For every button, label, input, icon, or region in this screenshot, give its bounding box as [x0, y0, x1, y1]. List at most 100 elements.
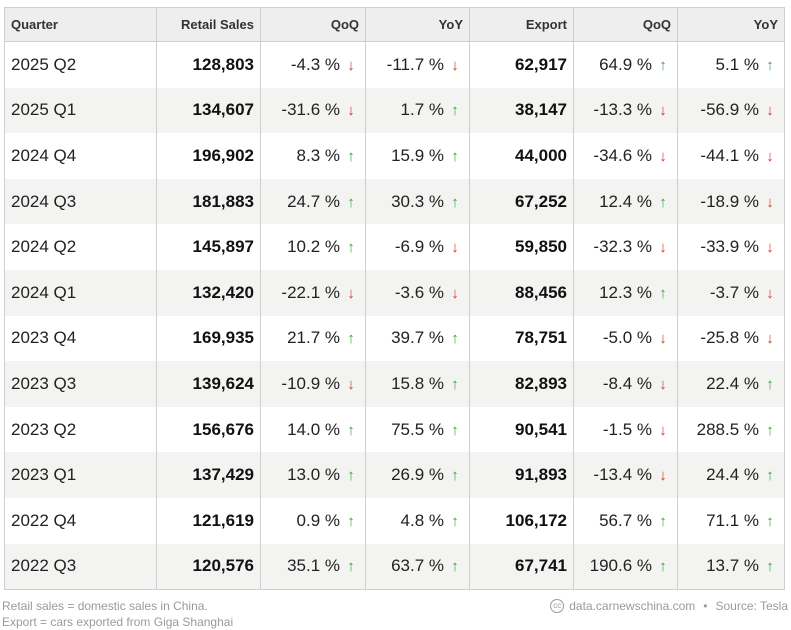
cell-retail-yoy: 1.7 % ↑ [365, 87, 470, 134]
cell-retail-yoy: 4.8 % ↑ [365, 497, 470, 544]
cell-export-qoq: 12.4 % ↑ [573, 178, 678, 225]
arrow-down-icon: ↓ [347, 284, 355, 302]
cell-export-yoy: -18.9 % ↓ [677, 178, 785, 225]
cell-retail-yoy-value: -11.7 % [386, 54, 444, 74]
footer-note-retail: Retail sales = domestic sales in China. [2, 599, 208, 613]
cell-export-value: 82,893 [515, 373, 567, 393]
cell-export-yoy-value: 22.4 % [706, 373, 759, 393]
cell-export-yoy: -56.9 % ↓ [677, 87, 785, 134]
table-row: 2023 Q2 156,676 14.0 % ↑ 75.5 % ↑ 90,541 -1.5 %… [4, 406, 785, 453]
cell-retail-sales: 137,429 [156, 452, 261, 498]
cell-quarter-value: 2022 Q3 [11, 556, 77, 576]
cell-export-yoy: 5.1 % ↑ [677, 41, 785, 88]
cell-quarter-value: 2023 Q2 [11, 419, 77, 439]
cell-retail-yoy: 15.8 % ↑ [365, 361, 470, 407]
cell-export-yoy: -25.8 % ↓ [677, 315, 785, 362]
cell-export-qoq-value: 56.7 % [599, 510, 652, 530]
header-quarter[interactable]: Quarter [4, 7, 157, 42]
cell-retail-qoq-value: 24.7 % [287, 191, 340, 211]
arrow-down-icon: ↓ [451, 239, 459, 257]
cell-retail-qoq-value: 13.0 % [287, 465, 340, 485]
source-label: Source: Tesla [715, 599, 789, 613]
cell-quarter-value: 2022 Q4 [11, 510, 77, 530]
cell-export-value: 44,000 [515, 145, 567, 165]
cell-retail-qoq: 21.7 % ↑ [260, 315, 366, 362]
arrow-up-icon: ↑ [347, 467, 355, 485]
arrow-up-icon: ↑ [347, 330, 355, 348]
cell-retail-sales-value: 128,803 [192, 54, 254, 74]
cell-export-yoy: 22.4 % ↑ [677, 361, 785, 407]
header-retail-qoq[interactable]: QoQ [260, 7, 366, 42]
cell-retail-qoq: 8.3 % ↑ [260, 133, 366, 179]
attribution-link[interactable]: data.carnewschina.com [569, 599, 696, 613]
arrow-up-icon: ↑ [451, 512, 459, 530]
cell-export-value: 90,541 [515, 419, 567, 439]
header-retail-sales[interactable]: Retail Sales [156, 7, 261, 42]
cell-retail-sales-value: 145,897 [192, 237, 254, 257]
cell-retail-qoq: -22.1 % ↓ [260, 269, 366, 316]
arrow-up-icon: ↑ [347, 239, 355, 257]
footer-notes: Retail sales = domestic sales in China. … [2, 598, 233, 630]
cell-export: 38,147 [469, 87, 574, 134]
arrow-down-icon: ↓ [659, 375, 667, 393]
arrow-up-icon: ↑ [451, 558, 459, 576]
cell-retail-yoy-value: 1.7 % [400, 100, 444, 120]
cell-export-yoy: 288.5 % ↑ [677, 406, 785, 453]
header-retail-yoy[interactable]: YoY [365, 7, 470, 42]
cell-export-yoy: -44.1 % ↓ [677, 133, 785, 179]
cell-export: 82,893 [469, 361, 574, 407]
header-export-yoy[interactable]: YoY [677, 7, 785, 42]
arrow-up-icon: ↑ [347, 147, 355, 165]
cell-retail-yoy: -3.6 % ↓ [365, 269, 470, 316]
arrow-down-icon: ↓ [766, 284, 774, 302]
arrow-down-icon: ↓ [766, 330, 774, 348]
arrow-up-icon: ↑ [451, 375, 459, 393]
arrow-up-icon: ↑ [347, 421, 355, 439]
cell-retail-qoq: 35.1 % ↑ [260, 543, 366, 590]
arrow-up-icon: ↑ [451, 421, 459, 439]
cell-export-value: 38,147 [515, 100, 567, 120]
cell-retail-sales: 128,803 [156, 41, 261, 88]
cell-export-value: 67,741 [515, 556, 567, 576]
separator-dot: • [703, 599, 708, 613]
cell-retail-qoq: -31.6 % ↓ [260, 87, 366, 134]
cell-export-yoy-value: 288.5 % [696, 419, 759, 439]
sales-table: Quarter Retail Sales QoQ YoY Export QoQ … [4, 7, 785, 591]
cell-export-qoq-value: 12.4 % [599, 191, 652, 211]
cell-retail-yoy-value: 4.8 % [400, 510, 444, 530]
cell-export-yoy-value: 24.4 % [706, 465, 759, 485]
cell-retail-qoq-value: 8.3 % [296, 145, 340, 165]
cell-retail-sales-value: 139,624 [192, 373, 254, 393]
arrow-down-icon: ↓ [347, 375, 355, 393]
cell-export: 59,850 [469, 224, 574, 270]
arrow-down-icon: ↓ [659, 102, 667, 120]
cell-export-qoq: -13.4 % ↓ [573, 452, 678, 498]
table-row: 2022 Q3 120,576 35.1 % ↑ 63.7 % ↑ 67,741 190.6 … [4, 543, 785, 590]
cell-export-qoq-value: 190.6 % [589, 556, 652, 576]
cell-retail-yoy: 39.7 % ↑ [365, 315, 470, 362]
arrow-down-icon: ↓ [347, 56, 355, 74]
cell-export-qoq: -1.5 % ↓ [573, 406, 678, 453]
cell-export-yoy-value: 71.1 % [706, 510, 759, 530]
arrow-down-icon: ↓ [766, 239, 774, 257]
cell-retail-qoq-value: -31.6 % [281, 100, 340, 120]
arrow-up-icon: ↑ [766, 375, 774, 393]
arrow-up-icon: ↑ [659, 512, 667, 530]
cell-quarter: 2023 Q3 [4, 361, 157, 407]
arrow-up-icon: ↑ [659, 56, 667, 74]
cell-retail-sales: 120,576 [156, 543, 261, 590]
cell-quarter-value: 2024 Q1 [11, 282, 77, 302]
header-export-qoq[interactable]: QoQ [573, 7, 678, 42]
cell-retail-yoy: 26.9 % ↑ [365, 452, 470, 498]
cell-export-qoq-value: -32.3 % [593, 237, 652, 257]
cell-retail-sales-value: 137,429 [192, 465, 254, 485]
cell-retail-sales-value: 169,935 [192, 328, 254, 348]
table-body: 2025 Q2 128,803 -4.3 % ↓ -11.7 % ↓ 62,917 64.9 … [4, 41, 785, 590]
cell-retail-yoy: 63.7 % ↑ [365, 543, 470, 590]
arrow-down-icon: ↓ [659, 421, 667, 439]
header-export[interactable]: Export [469, 7, 574, 42]
cell-retail-sales: 156,676 [156, 406, 261, 453]
cell-retail-sales-value: 156,676 [192, 419, 254, 439]
cell-quarter: 2024 Q2 [4, 224, 157, 270]
